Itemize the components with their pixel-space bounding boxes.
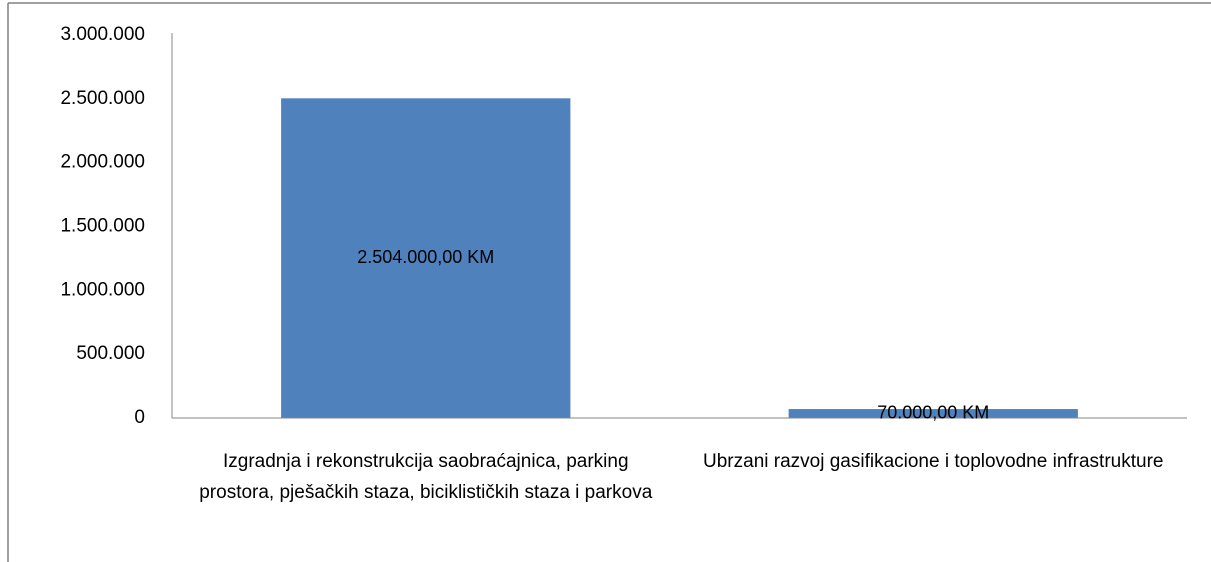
y-tick-label: 1.500.000 (60, 216, 145, 237)
data-label: 70.000,00 KM (877, 402, 989, 422)
y-tick-label: 2.000.000 (60, 152, 145, 173)
x-tick-label: Izgradnja i rekonstrukcija saobraćajnica… (199, 451, 653, 503)
y-tick-label: 500.000 (76, 343, 145, 364)
y-tick-label: 0 (134, 407, 145, 428)
y-tick-label: 2.500.000 (60, 88, 145, 109)
bar (281, 98, 571, 419)
data-label: 2.504.000,00 KM (357, 247, 494, 267)
y-tick-label: 3.000.000 (60, 24, 145, 45)
x-tick-label: Ubrzani razvoj gasifikacione i toplovodn… (703, 451, 1164, 472)
y-tick-label: 1.000.000 (60, 279, 145, 300)
bar (788, 409, 1078, 418)
